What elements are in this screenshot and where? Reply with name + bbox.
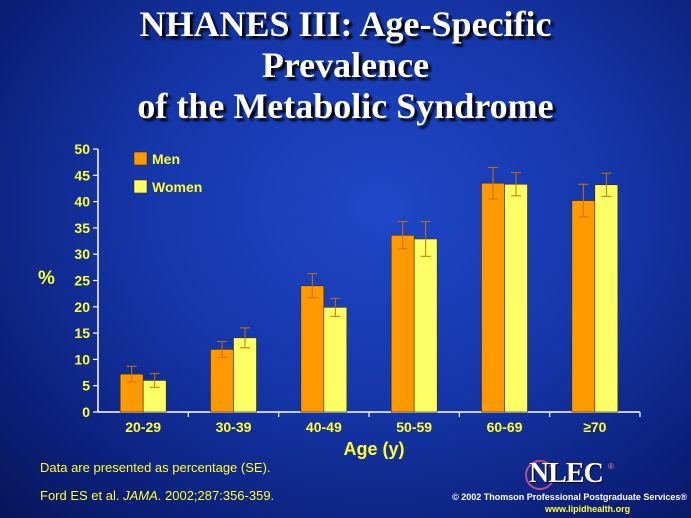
bar-men-2	[300, 285, 325, 413]
y-tick-label-4: 20	[74, 299, 90, 315]
y-tick-label-0: 0	[82, 404, 90, 420]
x-tick-label-3: 50-59	[396, 419, 432, 435]
title-line-2: Prevalence	[261, 45, 430, 85]
logo-text: NLEC	[529, 458, 604, 489]
y-tick-label-8: 40	[74, 194, 90, 210]
bar-men-4	[481, 182, 505, 413]
bar-women-5	[594, 184, 619, 413]
y-tick-label-1: 5	[82, 378, 90, 394]
legend-swatch-women	[133, 179, 148, 194]
x-tick-label-5: ≥70	[583, 419, 606, 435]
nlec-logo: NLEC	[525, 458, 617, 490]
y-tick-label-7: 35	[74, 220, 90, 236]
title-line-1: NHANES III: Age-Specific	[139, 4, 552, 44]
legend-swatch-men	[133, 151, 148, 166]
title-line-3: of the Metabolic Syndrome	[137, 86, 554, 126]
bar-women-4	[504, 183, 528, 413]
copyright-text: © 2002 Thomson Professional Postgraduate…	[452, 492, 687, 502]
footnote-data-note: Data are presented as percentage (SE).	[40, 460, 271, 475]
heart-logo-icon	[525, 460, 555, 490]
x-tick-label-1: 30-39	[216, 419, 252, 435]
website-link: www.lipidhealth.org	[545, 504, 631, 514]
bar-men-5	[571, 200, 596, 413]
bar-men-3	[390, 234, 415, 413]
bar-men-1	[210, 349, 234, 413]
legend-label-men: Men	[152, 151, 180, 167]
logo-registered-mark: ®	[608, 462, 614, 471]
x-axis-label: Age (y)	[343, 439, 404, 459]
citation-details: . 2002;287:356-359.	[157, 488, 275, 503]
x-tick-label-0: 20-29	[125, 419, 161, 435]
y-tick-label-9: 45	[74, 167, 90, 183]
y-tick-label-10: 50	[74, 141, 90, 157]
citation: Ford ES et al. JAMA. 2002;287:356-359.	[40, 488, 274, 503]
bar-women-1	[233, 337, 257, 413]
bar-women-3	[413, 238, 438, 413]
legend-label-women: Women	[152, 179, 202, 195]
citation-authors: Ford ES et al.	[40, 488, 120, 503]
y-axis-label: %	[38, 268, 55, 289]
slide-title: NHANES III: Age-Specific Prevalence of t…	[0, 4, 691, 127]
bar-women-2	[323, 307, 348, 413]
x-tick-label-4: 60-69	[487, 419, 523, 435]
citation-journal: JAMA	[123, 488, 158, 503]
y-tick-label-5: 25	[74, 273, 90, 289]
y-tick-label-2: 10	[74, 351, 90, 367]
y-tick-label-3: 15	[74, 325, 90, 341]
x-tick-label-2: 40-49	[306, 419, 342, 435]
y-tick-label-6: 30	[74, 246, 90, 262]
